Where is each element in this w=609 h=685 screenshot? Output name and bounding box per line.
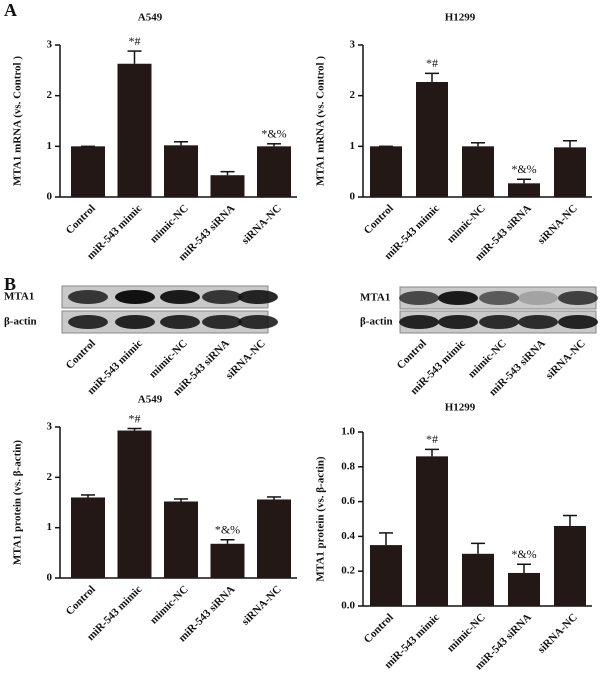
blot-band <box>115 315 155 329</box>
blot-lane-label: Control <box>64 337 98 371</box>
x-tick-label: siRNA-NC <box>240 583 284 627</box>
bar <box>416 81 448 197</box>
x-tick-label: Control <box>362 202 396 236</box>
y-axis-label: MTA1 mRNA (vs. Control ) <box>315 56 327 186</box>
y-tick-label: 3 <box>47 421 53 433</box>
y-axis-label: MTA1 mRNA (vs. Control ) <box>12 56 24 186</box>
y-tick-label: 0 <box>47 191 53 203</box>
blot-band <box>558 315 598 329</box>
bar <box>554 147 586 197</box>
x-tick-label: Control <box>64 202 98 236</box>
bar <box>210 543 245 578</box>
x-tick-label: mimic-NC <box>148 583 191 626</box>
bar <box>117 63 152 197</box>
y-tick-label: 0.2 <box>341 565 355 577</box>
y-tick-label: 1.0 <box>341 426 355 438</box>
bar <box>164 501 198 578</box>
blot-band <box>202 315 242 329</box>
bar <box>210 175 245 197</box>
y-tick-label: 3 <box>350 39 356 51</box>
chart-title: A549 <box>138 394 163 406</box>
x-tick-label: mimic-NC <box>445 202 488 245</box>
y-tick-label: 0.6 <box>341 495 355 507</box>
y-tick-label: 0 <box>350 191 356 203</box>
bar <box>370 545 402 606</box>
blot-lane-label: mimic-NC <box>147 337 190 380</box>
blot-band <box>399 291 439 305</box>
panel-label: B <box>4 274 16 294</box>
bar <box>257 499 291 578</box>
blot-lane-label: siRNA-NC <box>224 337 268 381</box>
x-tick-label: siRNA-NC <box>536 611 580 655</box>
bar <box>370 146 402 197</box>
x-tick-label: siRNA-NC <box>240 202 284 246</box>
y-tick-label: 1 <box>47 140 53 152</box>
blot-band <box>68 290 108 304</box>
panel-label: A <box>4 0 17 20</box>
blot-band <box>438 315 478 329</box>
blot-band <box>68 315 108 329</box>
bar <box>257 146 291 197</box>
blot-band <box>115 290 155 304</box>
y-tick-label: 1 <box>350 140 356 152</box>
chart-title: A549 <box>138 12 163 24</box>
y-tick-label: 0.0 <box>341 600 355 612</box>
significance-label: *# <box>426 432 438 446</box>
x-tick-label: mimic-NC <box>445 611 488 654</box>
y-tick-label: 2 <box>350 89 356 101</box>
significance-label: *&% <box>511 162 536 176</box>
bar <box>71 497 105 578</box>
blot-band <box>479 291 519 305</box>
y-axis-label: MTA1 protein (vs. β-actin) <box>12 440 24 565</box>
blot-band <box>160 290 200 304</box>
y-tick-label: 0 <box>47 572 53 584</box>
blot-band <box>479 315 519 329</box>
blot-lane-label: Control <box>395 337 429 371</box>
y-tick-label: 0.4 <box>341 530 355 542</box>
bar <box>462 553 494 606</box>
blot-lane-label: siRNA-NC <box>544 337 588 381</box>
blot-band <box>202 290 242 304</box>
blot-band <box>438 291 478 305</box>
significance-label: *# <box>129 411 141 425</box>
blot-row-label: MTA1 <box>4 291 34 303</box>
bar <box>554 525 586 606</box>
y-tick-label: 2 <box>47 89 53 101</box>
significance-label: *&% <box>511 547 536 561</box>
blot-row-label: β-actin <box>360 316 393 328</box>
significance-label: *# <box>129 34 141 48</box>
blot-band <box>160 315 200 329</box>
bar <box>164 145 198 197</box>
chart-title: H1299 <box>445 402 476 414</box>
significance-label: *# <box>426 56 438 70</box>
y-axis-label: MTA1 protein (vs. β-actin) <box>315 456 327 581</box>
x-tick-label: Control <box>64 583 98 617</box>
bar <box>508 183 540 197</box>
chart-title: H1299 <box>445 12 476 24</box>
significance-label: *&% <box>261 127 286 141</box>
y-tick-label: 3 <box>47 39 53 51</box>
blot-band <box>238 290 278 304</box>
bar <box>462 146 494 197</box>
blot-band <box>399 315 439 329</box>
blot-row-label: MTA1 <box>360 292 390 304</box>
blot-band <box>518 315 558 329</box>
bar <box>416 456 448 606</box>
y-tick-label: 0.8 <box>341 460 355 472</box>
x-tick-label: siRNA-NC <box>536 202 580 246</box>
blot-band <box>518 291 558 305</box>
blot-row-label: β-actin <box>4 316 37 328</box>
bar <box>117 430 152 578</box>
significance-label: *&% <box>215 522 240 536</box>
bar <box>508 572 540 606</box>
y-tick-label: 1 <box>47 521 53 533</box>
bar <box>71 146 105 197</box>
blot-band <box>558 291 598 305</box>
y-tick-label: 2 <box>47 471 53 483</box>
x-tick-label: Control <box>362 611 396 645</box>
x-tick-label: mimic-NC <box>148 202 191 245</box>
blot-band <box>238 315 278 329</box>
